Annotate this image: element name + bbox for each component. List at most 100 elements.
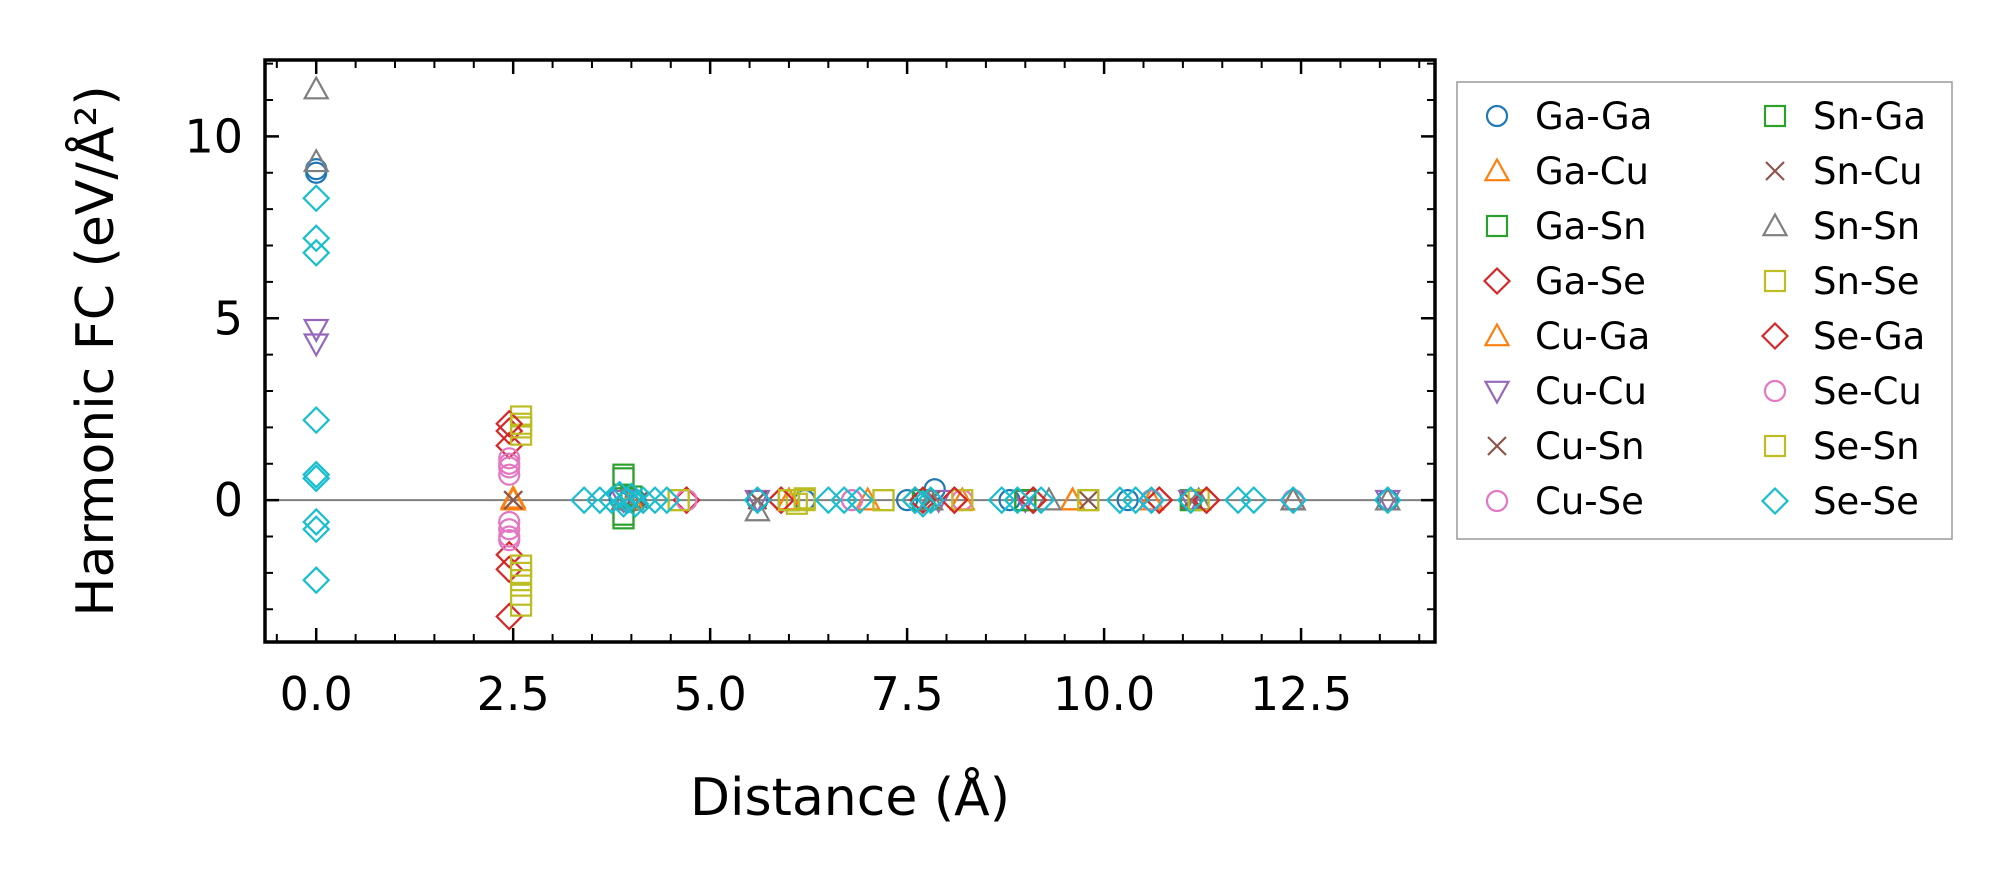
legend-label-ga-sn: Ga-Sn xyxy=(1535,205,1647,248)
legend-label-se-se: Se-Se xyxy=(1813,480,1919,523)
legend-label-ga-ga: Ga-Ga xyxy=(1535,95,1652,138)
plot-frame xyxy=(263,58,1437,644)
data-point xyxy=(302,75,330,100)
data-point xyxy=(744,489,771,514)
legend-label-cu-sn: Cu-Sn xyxy=(1535,425,1645,468)
data-point xyxy=(509,554,533,577)
legend-frame xyxy=(1456,81,1953,540)
legend-label-cu-ga: Cu-Ga xyxy=(1535,315,1650,358)
data-point xyxy=(1078,490,1099,510)
legend-marker-sn-cu xyxy=(1765,161,1785,181)
legend-marker-cu-sn xyxy=(1487,436,1507,456)
legend-marker-ga-cu xyxy=(1483,157,1511,182)
data-point xyxy=(498,447,521,470)
data-point xyxy=(302,333,330,358)
data-point xyxy=(908,486,937,515)
series-se-ga xyxy=(495,409,1221,631)
data-point xyxy=(916,486,945,515)
legend-marker-se-cu xyxy=(1763,379,1787,403)
legend-label-sn-sn: Sn-Sn xyxy=(1813,205,1920,248)
data-point xyxy=(302,406,331,435)
data-point xyxy=(785,492,808,515)
legend-marker-sn-ga xyxy=(1763,104,1787,128)
legend-marker-ga-sn xyxy=(1485,214,1509,238)
legend-label-se-sn: Se-Sn xyxy=(1813,425,1920,468)
data-point xyxy=(1374,486,1402,511)
data-point xyxy=(1140,489,1163,512)
data-point xyxy=(305,161,328,184)
legend: Ga-Ga Ga-Cu Ga-Sn Ga-Se Cu-Ga Cu-Cu Cu-Sn Cu-Se… xyxy=(1456,81,1953,540)
legend-marker-se-ga xyxy=(1760,321,1790,351)
data-point xyxy=(302,318,330,343)
data-point xyxy=(495,416,524,446)
x-tick-label: 5.0 xyxy=(674,667,747,721)
data-point xyxy=(640,486,670,515)
data-point xyxy=(509,412,533,435)
legend-label-ga-cu: Ga-Cu xyxy=(1535,150,1649,193)
data-point xyxy=(777,489,801,512)
data-point xyxy=(302,515,331,544)
data-point xyxy=(498,463,521,486)
data-point xyxy=(845,486,874,515)
data-point xyxy=(951,489,974,512)
data-point xyxy=(302,507,331,537)
legend-label-sn-cu: Sn-Cu xyxy=(1813,150,1923,193)
x-tick-label: 7.5 xyxy=(871,667,944,721)
y-tick-label: 5 xyxy=(214,291,243,345)
data-point xyxy=(495,409,524,438)
x-tick-label: 0.0 xyxy=(280,667,353,721)
data-point xyxy=(498,452,521,475)
data-point xyxy=(1374,489,1402,514)
axis-ticks: 0.0 2.5 5.0 7.5 10.0 12.5 0 5 10 xyxy=(184,60,1435,721)
data-point xyxy=(1279,486,1308,515)
data-point xyxy=(509,561,533,584)
x-axis-label: Distance (Å) xyxy=(690,766,1010,828)
data-point xyxy=(302,460,331,489)
data-point xyxy=(1279,486,1307,511)
legend-marker-sn-sn xyxy=(1761,212,1789,237)
data-point xyxy=(743,486,772,515)
legend-marker-ga-ga xyxy=(1485,104,1509,128)
data-point xyxy=(302,566,331,595)
x-tick-label: 2.5 xyxy=(477,667,550,721)
data-point xyxy=(302,148,330,173)
data-point xyxy=(498,510,521,534)
data-point xyxy=(509,594,533,617)
data-point xyxy=(498,518,521,541)
legend-marker-sn-se xyxy=(1763,269,1787,293)
data-point xyxy=(503,490,523,510)
legend-label-se-ga: Se-Ga xyxy=(1813,315,1925,358)
legend-label-cu-se: Cu-Se xyxy=(1535,480,1644,523)
y-tick-label: 10 xyxy=(184,109,243,163)
legend-label-sn-ga: Sn-Ga xyxy=(1813,95,1926,138)
data-point xyxy=(302,238,331,267)
data-point xyxy=(495,555,524,584)
y-axis-label: Harmonic FC (eV/Å²) xyxy=(64,85,126,616)
legend-label-sn-se: Sn-Se xyxy=(1813,260,1920,303)
legend-marker-se-sn xyxy=(1763,434,1787,458)
data-point xyxy=(498,525,521,548)
data-point xyxy=(1239,486,1268,515)
data-point xyxy=(302,464,331,493)
data-point xyxy=(1373,486,1402,515)
data-point xyxy=(940,486,969,515)
data-point xyxy=(509,569,533,592)
legend-label-ga-se: Ga-Se xyxy=(1535,260,1646,303)
y-tick-label: 0 xyxy=(214,473,243,527)
legend-marker-ga-se xyxy=(1482,266,1512,296)
data-point xyxy=(302,224,331,253)
data-point xyxy=(629,486,658,515)
legend-label-cu-cu: Cu-Cu xyxy=(1535,370,1647,413)
data-point xyxy=(1176,486,1205,515)
legend-marker-cu-ga xyxy=(1483,322,1511,347)
legend-marker-cu-cu xyxy=(1483,380,1511,405)
series-cu-cu xyxy=(302,318,1402,514)
data-point xyxy=(302,184,331,213)
x-tick-label: 12.5 xyxy=(1250,667,1352,721)
data-point xyxy=(908,489,937,518)
legend-label-se-cu: Se-Cu xyxy=(1813,370,1922,413)
data-point xyxy=(652,486,681,515)
data-point xyxy=(1027,486,1056,515)
data-point xyxy=(744,497,771,522)
series-sn-sn xyxy=(302,75,1402,522)
